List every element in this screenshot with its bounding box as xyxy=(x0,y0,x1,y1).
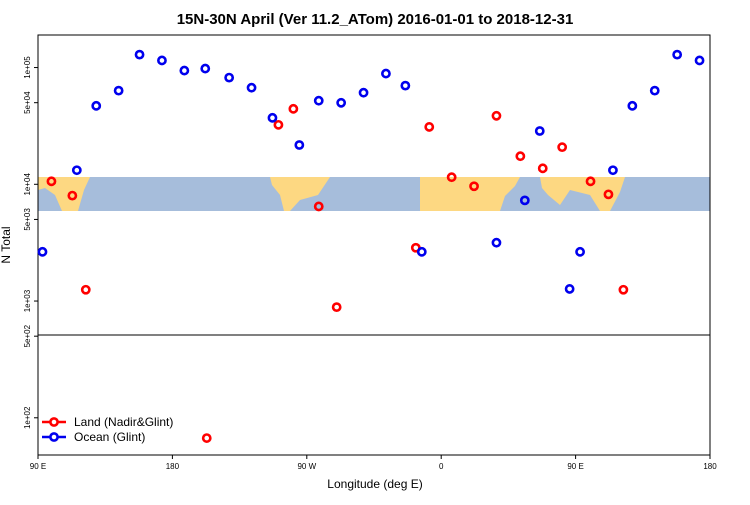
point xyxy=(564,284,575,294)
x-tick-label: 90 E xyxy=(30,462,46,471)
x-tick-label: 90 E xyxy=(567,462,583,471)
point xyxy=(294,140,305,150)
y-axis-label: N Total xyxy=(0,226,13,263)
point xyxy=(46,176,57,187)
x-tick-label: 90 W xyxy=(297,462,316,471)
y-tick-label: 5e+02 xyxy=(23,324,32,347)
point xyxy=(603,189,614,200)
point xyxy=(694,55,705,66)
point xyxy=(519,195,530,206)
point xyxy=(358,87,369,98)
point xyxy=(200,63,211,74)
point xyxy=(400,80,411,91)
point xyxy=(313,95,324,106)
point xyxy=(469,181,479,192)
point xyxy=(534,126,545,136)
point xyxy=(672,49,683,60)
point xyxy=(37,246,48,257)
point xyxy=(288,103,299,114)
point xyxy=(491,110,502,121)
y-tick-label: 5e+03 xyxy=(23,208,32,231)
legend-marker xyxy=(49,432,59,442)
point xyxy=(557,142,568,153)
point xyxy=(618,284,629,295)
y-tick-label: 1e+05 xyxy=(23,56,32,79)
map-band xyxy=(38,177,710,211)
point xyxy=(649,85,660,96)
y-tick-label: 1e+02 xyxy=(23,406,32,429)
point xyxy=(585,176,596,187)
point xyxy=(446,172,457,183)
legend-marker xyxy=(49,417,59,427)
point xyxy=(491,237,502,248)
point xyxy=(134,49,145,60)
chart-title: 15N-30N April (Ver 11.2_ATom) 2016-01-01… xyxy=(177,11,574,28)
point xyxy=(381,68,391,79)
legend-label: Ocean (Glint) xyxy=(74,430,145,444)
point xyxy=(91,100,102,111)
y-tick-label: 1e+03 xyxy=(23,289,32,312)
point xyxy=(201,433,212,443)
point xyxy=(313,201,324,212)
x-axis-label: Longitude (deg E) xyxy=(327,477,422,491)
point xyxy=(246,82,257,93)
point xyxy=(627,100,638,111)
point xyxy=(537,163,548,174)
y-tick-label: 5e+04 xyxy=(23,91,32,114)
point xyxy=(515,151,526,162)
point xyxy=(416,246,427,257)
plot-frame xyxy=(37,34,711,456)
point xyxy=(424,122,435,132)
point xyxy=(71,165,82,176)
point xyxy=(575,246,585,257)
point xyxy=(336,97,347,108)
x-tick-label: 180 xyxy=(166,462,180,471)
x-tick-label: 180 xyxy=(703,462,717,471)
point xyxy=(157,55,167,66)
point xyxy=(608,165,618,176)
legend-label: Land (Nadir&Glint) xyxy=(74,415,173,429)
point xyxy=(113,85,124,96)
point xyxy=(273,119,284,130)
point xyxy=(179,65,190,76)
point xyxy=(80,284,91,295)
point xyxy=(331,302,342,313)
x-tick-label: 0 xyxy=(439,462,444,471)
point xyxy=(267,112,278,123)
point xyxy=(224,72,235,83)
y-tick-label: 1e+04 xyxy=(23,173,32,196)
point xyxy=(67,190,78,201)
